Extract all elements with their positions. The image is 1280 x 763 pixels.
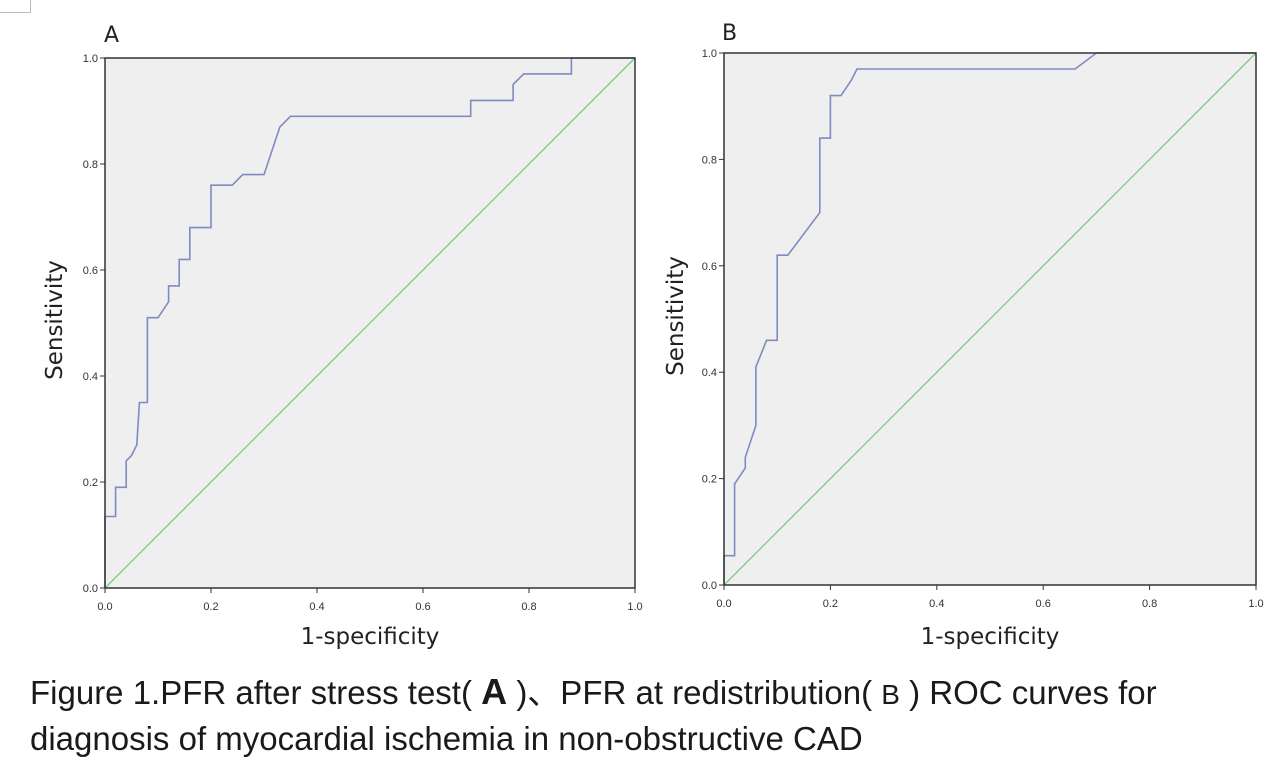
caption-part-1: Figure 1.PFR after stress test( <box>30 674 472 711</box>
caption-label-b: B <box>881 679 900 710</box>
y-axis-label: Sensitivity <box>42 260 68 380</box>
y-tick-label: 0.6 <box>83 265 98 277</box>
y-tick-label: 0.8 <box>83 159 98 171</box>
y-tick-label: 0.0 <box>702 580 717 592</box>
x-tick-label: 0.4 <box>309 601 324 613</box>
chart-panel-b: 0.0 0.2 0.4 0.6 0.8 1.0 0.0 0.2 0.4 0.6 0.8 1.0 1-sp… <box>663 21 1264 650</box>
x-axis-label: 1-specificity <box>301 624 440 650</box>
caption-line-1: Figure 1.PFR after stress test( A )、PFR … <box>30 670 1280 717</box>
x-tick-label: 1.0 <box>627 601 642 613</box>
roc-curve-line <box>723 52 1256 585</box>
y-tick-label: 0.0 <box>83 583 98 595</box>
x-tick-label: 0.2 <box>203 601 218 613</box>
corner-mark <box>0 0 31 13</box>
caption-part-3: ) ROC curves for <box>909 674 1157 711</box>
reference-diagonal-line <box>723 52 1257 586</box>
caption-part-2: )、PFR at redistribution( <box>516 674 873 711</box>
y-tick-label: 0.4 <box>83 371 98 383</box>
y-tick-label: 0.8 <box>702 154 717 166</box>
x-tick-label: 0.6 <box>1036 598 1051 610</box>
panel-label: A <box>104 23 119 48</box>
roc-figure: 0.0 0.2 0.4 0.6 0.8 1.0 0.0 0.2 0.4 0.6 0.8 1.0 1-sp… <box>42 21 1264 650</box>
x-tick-label: 0.8 <box>1142 598 1157 610</box>
figure-caption: Figure 1.PFR after stress test( A )、PFR … <box>30 670 1280 761</box>
y-tick-label: 0.2 <box>702 474 717 486</box>
x-tick-label: 0.4 <box>929 598 944 610</box>
y-tick-label: 1.0 <box>83 53 98 65</box>
x-tick-label: 0.0 <box>716 598 731 610</box>
x-tick-label: 0.2 <box>823 598 838 610</box>
panel-label: B <box>722 21 737 46</box>
x-tick-label: 0.6 <box>415 601 430 613</box>
reference-diagonal-line <box>104 57 636 589</box>
caption-label-a: A <box>481 671 508 712</box>
x-tick-label: 0.0 <box>97 601 112 613</box>
x-axis-label: 1-specificity <box>921 624 1060 650</box>
roc-curve-line <box>104 57 635 588</box>
y-axis-label: Sensitivity <box>663 256 689 376</box>
chart-panel-a: 0.0 0.2 0.4 0.6 0.8 1.0 0.0 0.2 0.4 0.6 0.8 1.0 1-sp… <box>42 23 643 650</box>
x-tick-label: 0.8 <box>521 601 536 613</box>
caption-line-2: diagnosis of myocardial ischemia in non-… <box>30 720 863 757</box>
plot-frame <box>723 52 1257 586</box>
x-tick-label: 1.0 <box>1248 598 1263 610</box>
y-tick-label: 0.6 <box>702 261 717 273</box>
plot-frame <box>104 57 636 589</box>
y-tick-label: 0.2 <box>83 477 98 489</box>
y-tick-label: 0.4 <box>702 367 717 379</box>
y-tick-label: 1.0 <box>702 48 717 60</box>
